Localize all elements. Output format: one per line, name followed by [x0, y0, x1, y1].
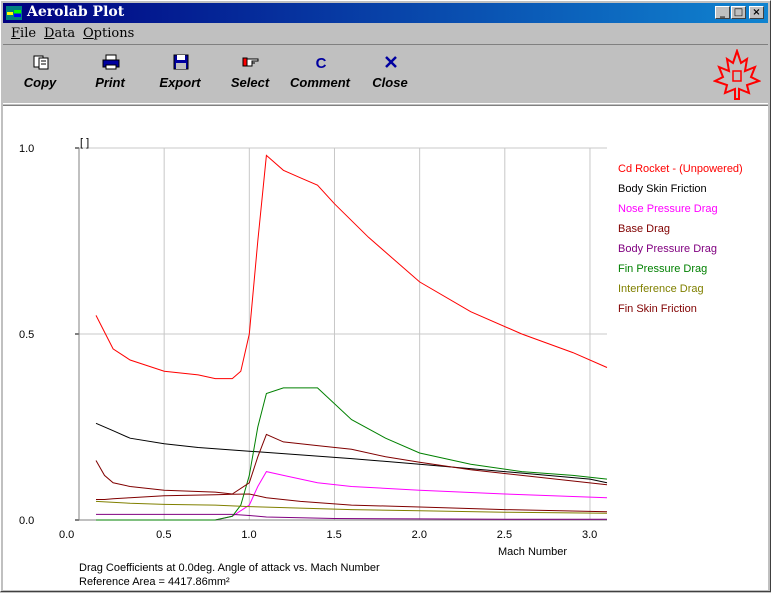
window-title: Aerolab Plot [27, 4, 125, 20]
menu-file-accel: F [11, 26, 21, 41]
tick-labels: 0.0 0.5 1.0 1.5 2.0 2.5 3.0 0.0 0.5 1.0 [19, 143, 597, 541]
close-button[interactable]: Close [355, 51, 425, 95]
plot-area: 0.0 0.5 1.0 1.5 2.0 2.5 3.0 0.0 0.5 1.0 Cd Rocket… [3, 105, 768, 590]
minimize-icon: _ [720, 7, 725, 18]
close-icon: × [752, 7, 761, 18]
x-tick-label: 0.5 [156, 529, 171, 541]
maximize-icon: □ [733, 7, 744, 18]
legend-entry: Fin Skin Friction [618, 303, 697, 315]
legend: Cd Rocket - (Unpowered) Body Skin Frictio… [618, 163, 743, 315]
menu-file-rest: ile [20, 26, 37, 41]
copy-icon [33, 55, 49, 70]
series-line [95, 433, 608, 495]
series-line [96, 513, 607, 520]
series-line [95, 154, 608, 380]
caption-line-1: Drag Coefficients at 0.0deg. Angle of at… [79, 562, 380, 574]
close-label: Close [372, 75, 408, 90]
x-tick-label: 2.0 [412, 529, 427, 541]
select-button[interactable]: Select [215, 51, 285, 95]
printer-icon [102, 54, 120, 70]
legend-entry: Nose Pressure Drag [618, 203, 718, 215]
menu-file[interactable]: File [11, 26, 36, 41]
menu-bar: File Data Options [3, 24, 768, 43]
series-line [96, 387, 608, 521]
app-icon [6, 6, 22, 20]
comment-label: Comment [290, 75, 350, 90]
grid-lines [79, 147, 607, 520]
maximize-button[interactable]: □ [731, 6, 746, 19]
series-line [95, 500, 608, 514]
print-label: Print [95, 75, 125, 90]
toolbar: Copy Print Export Select [3, 44, 768, 104]
legend-entry: Body Skin Friction [618, 183, 707, 195]
export-label: Export [159, 75, 201, 90]
caption-line-2: Reference Area = 4417.86mm² [79, 576, 230, 588]
comment-c-icon: C [316, 55, 327, 70]
menu-options-accel: O [83, 26, 94, 41]
x-tick-label: 0.0 [59, 529, 74, 541]
maple-leaf-logo-icon [713, 49, 761, 100]
print-button[interactable]: Print [75, 51, 145, 95]
legend-entry: Interference Drag [618, 283, 704, 295]
menu-options[interactable]: Options [83, 26, 134, 41]
legend-entry: Body Pressure Drag [618, 243, 717, 255]
y-tick-label: 0.5 [19, 329, 34, 341]
y-tick-label: 0.0 [19, 515, 34, 527]
legend-entry: Base Drag [618, 223, 670, 235]
drag-coefficient-chart: 0.0 0.5 1.0 1.5 2.0 2.5 3.0 0.0 0.5 1.0 Cd Rocket… [19, 137, 743, 588]
menu-data-accel: D [44, 26, 55, 41]
close-window-button[interactable]: × [749, 6, 764, 19]
x-tick-label: 1.0 [241, 529, 256, 541]
title-bar: Aerolab Plot _ □ × [3, 3, 768, 23]
copy-button[interactable]: Copy [5, 51, 75, 95]
minimize-button[interactable]: _ [715, 6, 730, 19]
y-tick-label: 1.0 [19, 143, 34, 155]
x-tick-label: 3.0 [582, 529, 597, 541]
select-label: Select [230, 75, 270, 90]
menu-options-rest: ptions [93, 26, 135, 41]
comment-button[interactable]: C Comment [285, 51, 355, 95]
series-lines [95, 154, 608, 521]
x-axis-label: Mach Number [498, 546, 567, 558]
y-unit-label: [ ] [80, 137, 89, 149]
export-button[interactable]: Export [145, 51, 215, 95]
floppy-disk-icon [173, 54, 189, 70]
copy-label: Copy [23, 75, 57, 90]
close-x-icon [385, 56, 397, 68]
legend-entry: Cd Rocket - (Unpowered) [618, 163, 743, 175]
series-line [95, 422, 608, 484]
x-tick-label: 1.5 [326, 529, 341, 541]
pointing-hand-icon [242, 57, 259, 67]
menu-data[interactable]: Data [44, 26, 75, 41]
x-tick-label: 2.5 [497, 529, 512, 541]
legend-entry: Fin Pressure Drag [618, 263, 707, 275]
series-line [96, 493, 608, 513]
menu-data-rest: ata [54, 26, 76, 41]
svg-text:C: C [316, 55, 327, 70]
